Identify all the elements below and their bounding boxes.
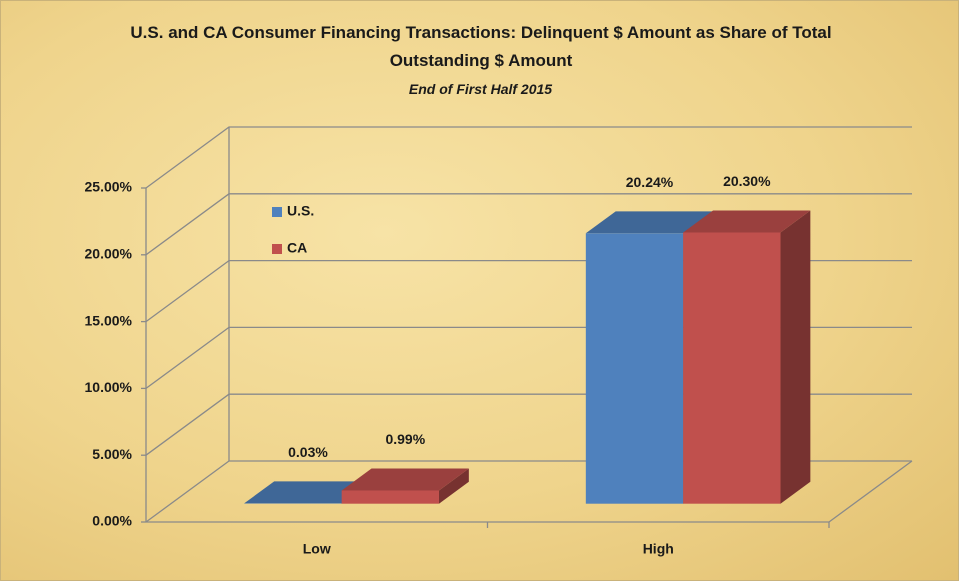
- x-tick-label: High: [643, 541, 674, 557]
- data-label: 0.03%: [288, 444, 328, 460]
- bar-top: [341, 468, 469, 491]
- bar-top: [585, 211, 714, 234]
- y-tick-label: 25.00%: [85, 179, 133, 195]
- bar: [585, 233, 684, 504]
- bar: [683, 232, 781, 504]
- bar: [341, 490, 439, 504]
- data-label: 20.30%: [723, 173, 771, 189]
- y-tick-label: 10.00%: [85, 379, 133, 395]
- x-tick-label: Low: [303, 541, 331, 557]
- grid-line: [145, 193, 912, 256]
- bar-side: [780, 210, 811, 504]
- legend-label: U.S.: [287, 203, 314, 219]
- y-tick-label: 15.00%: [85, 312, 133, 328]
- bar-top: [683, 210, 811, 233]
- y-tick-label: 5.00%: [92, 446, 132, 462]
- legend-swatch: [272, 244, 282, 254]
- legend-label: CA: [287, 240, 307, 256]
- grid-line: [145, 126, 912, 189]
- data-label: 20.24%: [626, 174, 674, 190]
- data-label: 0.99%: [385, 431, 425, 447]
- bar-side: [438, 468, 469, 504]
- y-tick-label: 0.00%: [92, 513, 132, 529]
- chart-title: U.S. and CA Consumer Financing Transacti…: [130, 23, 832, 70]
- legend-swatch: [272, 207, 282, 217]
- bar-top: [244, 481, 372, 504]
- chart-subtitle: End of First Half 2015: [408, 81, 553, 97]
- y-tick-label: 20.00%: [85, 246, 133, 262]
